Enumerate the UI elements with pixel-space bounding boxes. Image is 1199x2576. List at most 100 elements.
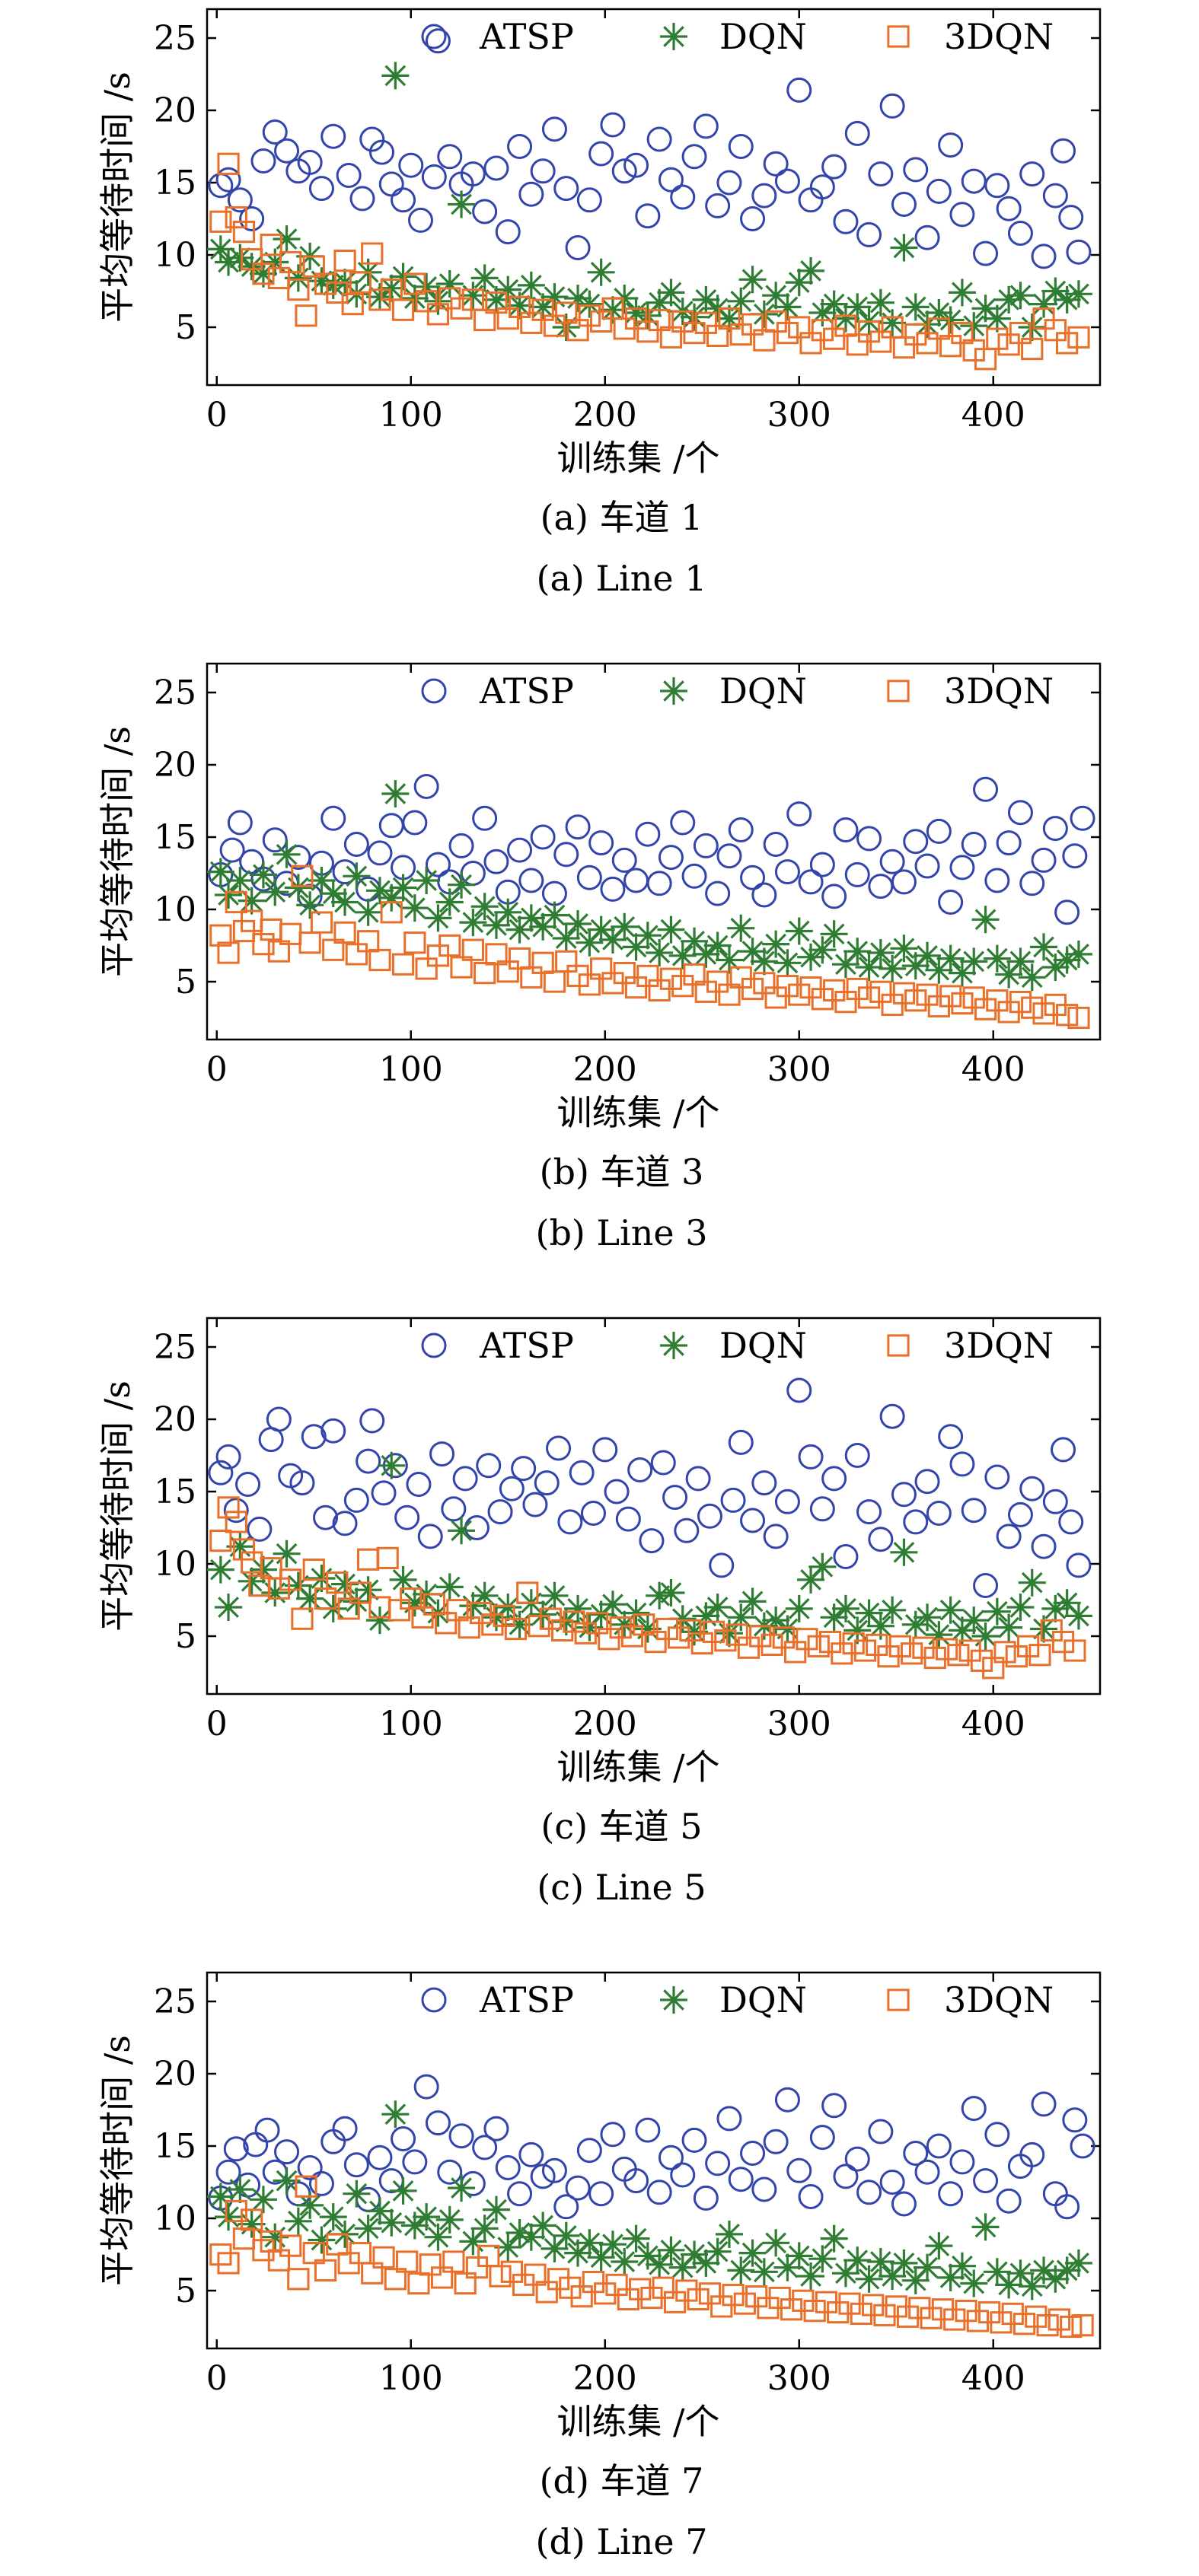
point-DQN — [715, 304, 743, 333]
point-ATSP — [709, 1552, 735, 1578]
point-ATSP — [697, 1503, 722, 1529]
point-ATSP — [359, 1408, 385, 1434]
point-ATSP — [984, 868, 1010, 893]
legend-marker-DQN — [660, 677, 687, 705]
legend-label-3DQN: 3DQN — [944, 1979, 1054, 2020]
point-3DQN — [803, 2299, 826, 2323]
y-tick-label: 20 — [154, 2055, 196, 2094]
point-ATSP — [483, 155, 509, 181]
y-axis-label: 平均等待时间 /s — [97, 2035, 138, 2286]
point-ATSP — [429, 1441, 455, 1467]
point-3DQN — [764, 986, 787, 1009]
point-ATSP — [996, 830, 1022, 856]
point-ATSP — [693, 2185, 719, 2211]
point-3DQN — [823, 327, 846, 350]
point-DQN — [541, 2234, 569, 2262]
y-tick-label: 5 — [175, 308, 196, 347]
series-3DQN — [209, 152, 1090, 371]
point-3DQN — [749, 1625, 772, 1648]
legend-label-DQN: DQN — [719, 1979, 807, 2020]
x-tick-label: 0 — [206, 1705, 228, 1743]
point-ATSP — [565, 2175, 591, 2201]
point-ATSP — [879, 2170, 905, 2195]
data-points — [207, 774, 1095, 1030]
y-axis-label: 平均等待时间 /s — [97, 726, 138, 977]
point-ATSP — [530, 158, 556, 184]
point-ATSP — [786, 801, 812, 827]
y-tick-label: 10 — [154, 2199, 196, 2238]
point-ATSP — [938, 890, 964, 915]
point-3DQN — [241, 2208, 263, 2231]
y-tick-label: 10 — [154, 890, 196, 929]
point-3DQN — [799, 976, 822, 999]
point-3DQN — [636, 320, 659, 343]
point-DQN — [843, 1616, 872, 1645]
point-ATSP — [973, 2168, 999, 2194]
point-3DQN — [291, 865, 314, 887]
point-ATSP — [1019, 871, 1045, 896]
point-3DQN — [295, 2175, 317, 2198]
caption-cn: (d) 车道 7 — [540, 2460, 704, 2501]
point-ATSP — [378, 171, 404, 197]
point-DQN — [995, 285, 1023, 314]
point-3DQN — [668, 1626, 690, 1649]
point-ATSP — [600, 112, 626, 138]
point-3DQN — [679, 1619, 702, 1642]
point-DQN — [215, 248, 243, 276]
point-DQN — [1064, 280, 1092, 308]
point-3DQN — [341, 292, 364, 316]
point-3DQN — [349, 271, 372, 294]
point-ATSP — [1054, 2194, 1080, 2220]
point-3DQN — [279, 2234, 302, 2257]
point-ATSP — [763, 1524, 789, 1549]
point-DQN — [633, 1615, 662, 1643]
point-3DQN — [403, 931, 426, 954]
point-3DQN — [702, 1620, 725, 1643]
panel-4: 0 100 200 300 400 5 10 15 20 25 训练集 /个 平均等待时间 /s ATS… — [97, 1971, 1102, 2562]
point-DQN — [808, 936, 837, 964]
point-DQN — [413, 867, 441, 894]
point-DQN — [1064, 2249, 1092, 2277]
point-DQN — [1041, 277, 1070, 305]
legend-marker-ATSP — [421, 24, 447, 49]
point-ATSP — [569, 1460, 595, 1485]
point-DQN — [331, 1570, 359, 1598]
point-ATSP — [938, 132, 964, 158]
point-ATSP — [786, 1377, 812, 1403]
legend-marker-DQN — [660, 1986, 687, 2014]
point-DQN — [936, 2263, 965, 2291]
point-ATSP — [786, 2157, 812, 2183]
point-3DQN — [1056, 1004, 1079, 1027]
point-ATSP — [441, 1496, 467, 1522]
point-3DQN — [892, 982, 916, 1005]
point-3DQN — [745, 2285, 768, 2308]
point-ATSP — [763, 151, 789, 177]
point-3DQN — [217, 941, 240, 964]
point-3DQN — [970, 1649, 993, 1672]
x-tick-label: 300 — [767, 1050, 831, 1089]
legend-label-DQN: DQN — [719, 670, 807, 712]
point-ATSP — [949, 2149, 975, 2175]
point-ATSP — [868, 1527, 894, 1552]
point-DQN — [785, 917, 813, 945]
point-3DQN — [403, 272, 426, 295]
point-3DQN — [419, 2253, 442, 2276]
point-ATSP — [227, 810, 253, 836]
point-ATSP — [235, 1472, 261, 1497]
point-DQN — [983, 944, 1011, 973]
point-DQN — [576, 1613, 604, 1641]
point-DQN — [435, 270, 464, 298]
point-ATSP — [592, 1437, 618, 1463]
point-3DQN — [298, 931, 321, 954]
point-ATSP — [720, 1487, 746, 1513]
point-DQN — [703, 931, 732, 960]
point-3DQN — [287, 2268, 310, 2291]
point-3DQN — [209, 924, 232, 947]
y-tick-label: 15 — [154, 164, 196, 202]
point-3DQN — [644, 1630, 667, 1654]
point-ATSP — [961, 832, 987, 857]
x-tick-label: 200 — [573, 2359, 637, 2398]
point-DQN — [319, 271, 347, 299]
point-3DQN — [986, 989, 1009, 1012]
legend-label-3DQN: 3DQN — [944, 16, 1054, 57]
